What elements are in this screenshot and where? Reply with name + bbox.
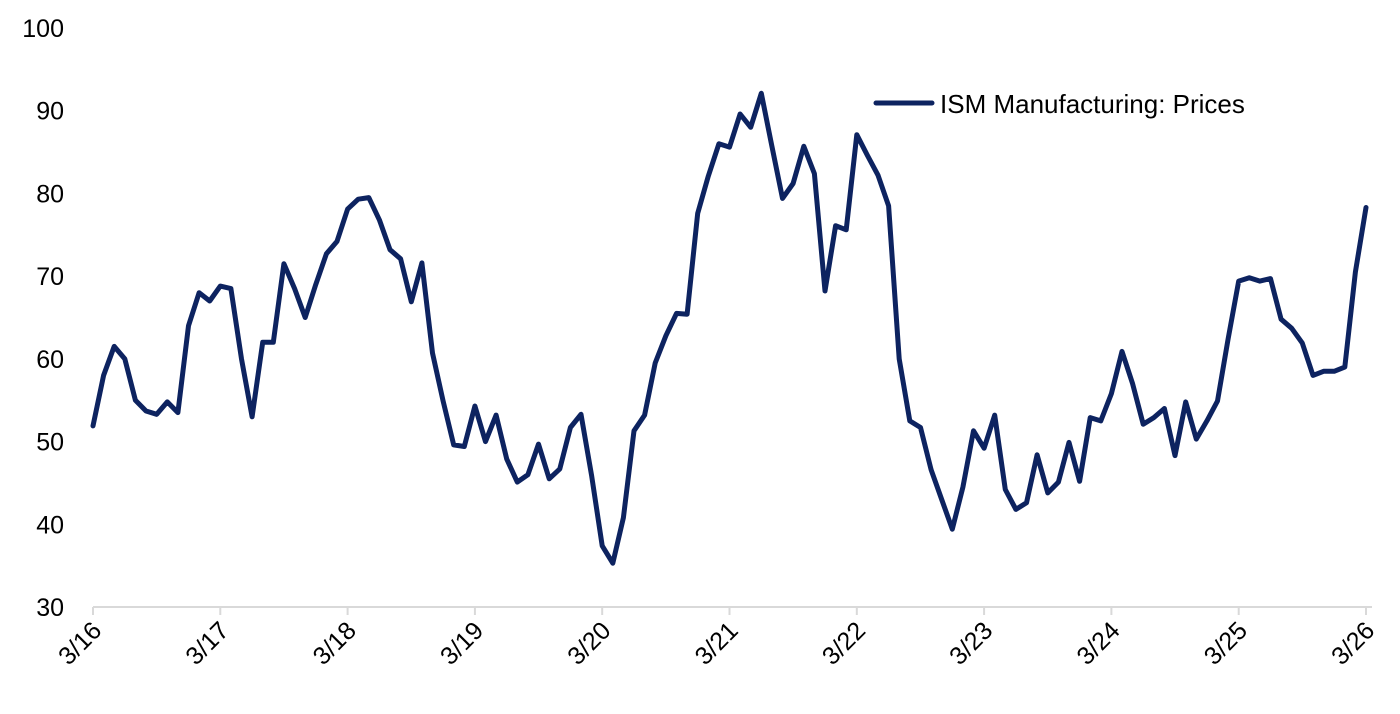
x-tick-label: 3/18 — [308, 616, 362, 670]
legend: ISM Manufacturing: Prices — [873, 89, 1245, 119]
x-tick-label: 3/24 — [1071, 616, 1125, 670]
x-tick-label: 3/17 — [180, 616, 234, 670]
x-tick-label: 3/26 — [1326, 616, 1380, 670]
legend-label: ISM Manufacturing: Prices — [940, 89, 1245, 119]
x-tick-label: 3/25 — [1199, 616, 1253, 670]
x-tick-label: 3/21 — [690, 616, 744, 670]
y-tick-label: 80 — [36, 180, 64, 208]
series-line-ism-prices — [90, 90, 1369, 566]
x-tick-label: 3/19 — [435, 616, 489, 670]
y-tick-label: 60 — [36, 346, 64, 374]
x-tick-label: 3/20 — [562, 616, 616, 670]
y-tick-label: 100 — [22, 15, 64, 43]
y-tick-label: 90 — [36, 98, 64, 126]
y-tick-label: 30 — [36, 594, 64, 622]
y-tick-label: 40 — [36, 511, 64, 539]
y-tick-label: 50 — [36, 429, 64, 457]
y-tick-label: 70 — [36, 263, 64, 291]
x-tick-label: 3/23 — [944, 616, 998, 670]
x-tick-label: 3/16 — [53, 616, 107, 670]
y-axis: 30 40 50 60 70 80 90 100 — [22, 15, 64, 622]
x-tick-label: 3/22 — [817, 616, 871, 670]
x-axis: 3/16 3/17 3/18 3/19 3/20 3/21 3/22 3/23 3/24 3/25… — [53, 606, 1380, 671]
